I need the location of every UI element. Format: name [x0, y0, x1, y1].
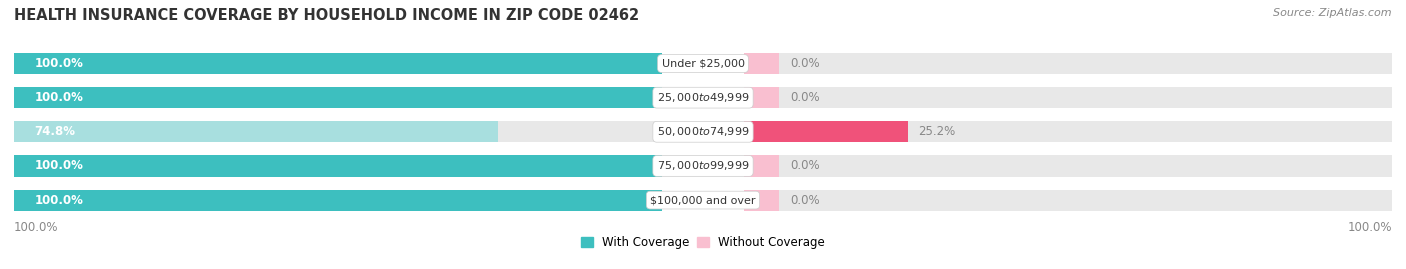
- Bar: [14, 121, 662, 142]
- Text: 100.0%: 100.0%: [14, 221, 59, 234]
- Bar: [14, 87, 662, 108]
- Bar: [14, 87, 662, 108]
- Bar: [14, 53, 662, 74]
- Text: Under $25,000: Under $25,000: [661, 59, 745, 69]
- Text: 0.0%: 0.0%: [790, 57, 820, 70]
- Text: 100.0%: 100.0%: [35, 57, 83, 70]
- Text: $50,000 to $74,999: $50,000 to $74,999: [657, 125, 749, 138]
- Text: 100.0%: 100.0%: [1347, 221, 1392, 234]
- Bar: [14, 121, 499, 142]
- Text: 0.0%: 0.0%: [790, 91, 820, 104]
- Text: 25.2%: 25.2%: [918, 125, 956, 138]
- Text: 100.0%: 100.0%: [35, 91, 83, 104]
- Text: $25,000 to $49,999: $25,000 to $49,999: [657, 91, 749, 104]
- Text: Source: ZipAtlas.com: Source: ZipAtlas.com: [1274, 8, 1392, 18]
- Bar: [744, 53, 1392, 74]
- Bar: [744, 155, 1392, 176]
- Bar: [744, 121, 907, 142]
- Bar: [744, 53, 779, 74]
- Bar: [14, 155, 662, 176]
- Bar: [14, 155, 662, 176]
- Text: 100.0%: 100.0%: [35, 160, 83, 172]
- Text: 100.0%: 100.0%: [35, 194, 83, 207]
- Bar: [14, 189, 662, 211]
- Legend: With Coverage, Without Coverage: With Coverage, Without Coverage: [576, 231, 830, 254]
- Text: 0.0%: 0.0%: [790, 160, 820, 172]
- Bar: [744, 155, 779, 176]
- Bar: [744, 189, 779, 211]
- Bar: [744, 87, 1392, 108]
- Bar: [744, 121, 1392, 142]
- Text: $75,000 to $99,999: $75,000 to $99,999: [657, 160, 749, 172]
- Text: $100,000 and over: $100,000 and over: [650, 195, 756, 205]
- Text: HEALTH INSURANCE COVERAGE BY HOUSEHOLD INCOME IN ZIP CODE 02462: HEALTH INSURANCE COVERAGE BY HOUSEHOLD I…: [14, 8, 640, 23]
- Bar: [14, 53, 662, 74]
- Text: 74.8%: 74.8%: [35, 125, 76, 138]
- Bar: [14, 189, 662, 211]
- Bar: [744, 87, 779, 108]
- Text: 0.0%: 0.0%: [790, 194, 820, 207]
- Bar: [744, 189, 1392, 211]
